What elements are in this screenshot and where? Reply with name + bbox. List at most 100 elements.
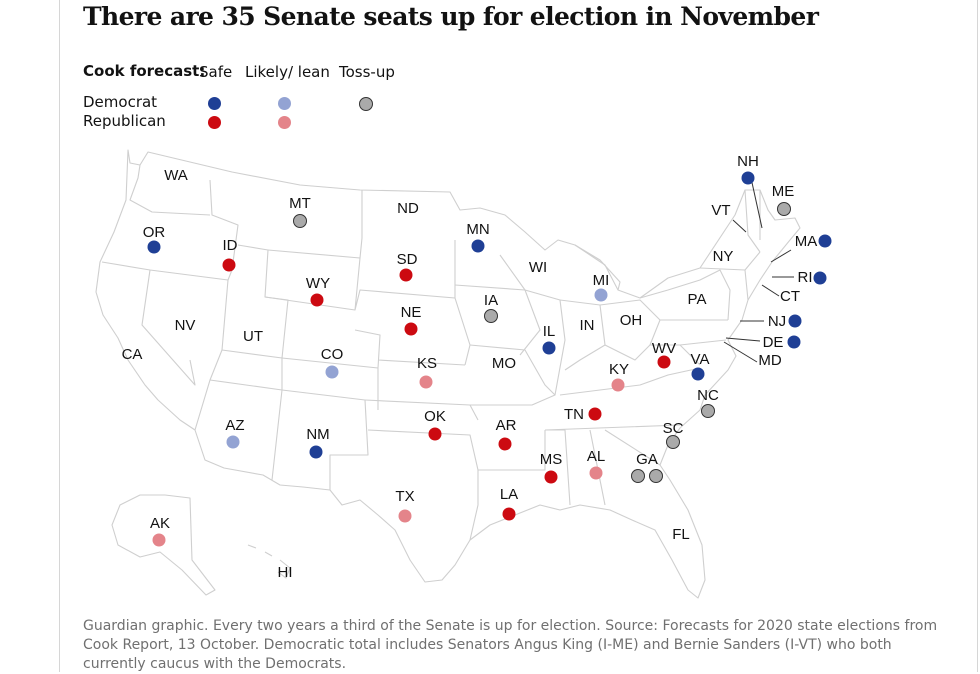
dot-or (147, 240, 161, 254)
state-label-ok: OK (424, 408, 446, 425)
state-label-ct: CT (780, 288, 800, 305)
dot-nc (701, 404, 715, 418)
dot-me (777, 202, 791, 216)
page-title: There are 35 Senate seats up for electio… (83, 2, 819, 31)
state-label-al: AL (587, 448, 605, 465)
state-label-wy: WY (306, 275, 330, 292)
dot-la (502, 507, 516, 521)
state-label-co: CO (321, 346, 344, 363)
dot-ne (404, 322, 418, 336)
leader-line-md (723, 341, 758, 363)
state-label-ak: AK (150, 515, 170, 532)
dot-az (226, 435, 240, 449)
leader-line-de (725, 337, 761, 342)
dot-ga-special (649, 469, 663, 483)
dot-ak (152, 533, 166, 547)
state-label-ar: AR (496, 417, 517, 434)
dot-ar (498, 437, 512, 451)
state-label-sd: SD (397, 251, 418, 268)
state-label-nm: NM (306, 426, 329, 443)
dot-wv (657, 355, 671, 369)
dot-tx (398, 509, 412, 523)
dot-id (222, 258, 236, 272)
dot-nj (788, 314, 802, 328)
state-label-ne: NE (401, 304, 422, 321)
state-label-nd: ND (397, 200, 419, 217)
leader-line-nh (750, 177, 763, 229)
state-label-mi: MI (593, 272, 610, 289)
state-borders (95, 149, 801, 599)
state-labels: WA MT ND MN OR ID SD WI MI WY IA NE NV U… (122, 153, 818, 581)
state-label-wv: WV (652, 340, 676, 357)
state-label-mn: MN (466, 221, 489, 238)
state-label-ut: UT (243, 328, 263, 345)
state-label-sc: SC (663, 420, 684, 437)
legend-row-republican: Republican (83, 112, 166, 130)
state-label-me: ME (772, 183, 795, 200)
state-label-fl: FL (672, 526, 690, 543)
dot-ok (428, 427, 442, 441)
state-label-la: LA (500, 486, 518, 503)
legend-row-democrat: Democrat (83, 93, 158, 111)
state-label-az: AZ (225, 417, 244, 434)
state-label-ma: MA (795, 233, 818, 250)
dot-nh (741, 171, 755, 185)
state-label-ms: MS (540, 451, 563, 468)
dot-co (325, 365, 339, 379)
state-label-ny: NY (713, 248, 734, 265)
state-label-ks: KS (417, 355, 437, 372)
state-label-tn: TN (564, 406, 584, 423)
legend-dot-dem-safe (208, 97, 221, 110)
dot-de (787, 335, 801, 349)
dot-il (542, 341, 556, 355)
state-label-wa: WA (164, 167, 188, 184)
state-label-wi: WI (529, 259, 547, 276)
dot-ma (818, 234, 832, 248)
state-label-ca: CA (122, 346, 143, 363)
state-label-ky: KY (609, 361, 629, 378)
dot-mt (293, 214, 307, 228)
forecast-dots (147, 171, 832, 547)
state-label-vt: VT (711, 202, 730, 219)
state-label-oh: OH (620, 312, 643, 329)
dot-ky (611, 378, 625, 392)
state-label-hi: HI (278, 564, 293, 581)
legend-column-safe: Safe (199, 63, 233, 81)
state-label-nv: NV (175, 317, 196, 334)
dot-wy (310, 293, 324, 307)
dot-mi (594, 288, 608, 302)
state-label-ia: IA (484, 292, 498, 309)
legend-dot-rep-safe (208, 116, 221, 129)
legend-dot-tossup (359, 97, 373, 111)
dot-sd (399, 268, 413, 282)
state-label-or: OR (143, 224, 166, 241)
state-label-nj: NJ (768, 313, 786, 330)
frame-left-rule (59, 0, 60, 672)
state-label-ga: GA (636, 451, 658, 468)
dot-va (691, 367, 705, 381)
dot-ri (813, 271, 827, 285)
state-label-mo: MO (492, 355, 516, 372)
dot-sc (666, 435, 680, 449)
state-label-ri: RI (798, 269, 813, 286)
leader-lines (723, 177, 794, 363)
state-label-de: DE (763, 334, 784, 351)
legend-dot-dem-lean (278, 97, 291, 110)
legend-column-toss-up: Toss-up (339, 63, 395, 81)
leader-line-ma (770, 249, 792, 263)
dot-mn (471, 239, 485, 253)
state-label-nh: NH (737, 153, 759, 170)
dot-tn (588, 407, 602, 421)
state-label-il: IL (543, 323, 556, 340)
state-label-nc: NC (697, 387, 719, 404)
dot-ms (544, 470, 558, 484)
legend-column-likely-lean: Likely/ lean (245, 63, 330, 81)
dot-al (589, 466, 603, 480)
state-label-va: VA (691, 351, 710, 368)
legend-heading: Cook forecast: (83, 62, 206, 80)
dot-ks (419, 375, 433, 389)
state-label-md: MD (758, 352, 781, 369)
dot-ga-regular (631, 469, 645, 483)
frame-right-rule (977, 0, 978, 672)
